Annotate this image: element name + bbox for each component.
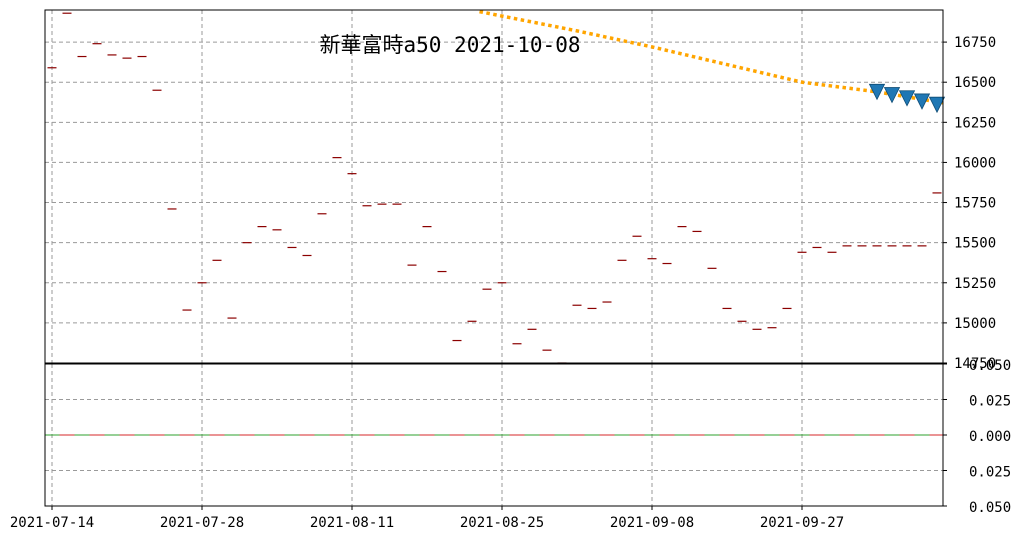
price-y-tick-label: 16000 <box>954 155 996 171</box>
price-y-tick-label: 14750 <box>954 356 996 372</box>
indicator-y-tick-label: 0.025 <box>969 394 1011 410</box>
candles <box>47 12 942 364</box>
price-panel-frame <box>44 9 944 364</box>
price-y-tick-label: 15750 <box>954 196 996 212</box>
x-tick-label: 2021-07-14 <box>10 515 94 531</box>
price-y-tick-label: 16500 <box>954 75 996 91</box>
price-y-tick-label: 16750 <box>954 35 996 51</box>
price-y-tick-label: 15000 <box>954 316 996 332</box>
indicator-y-tick-label: 0.025 <box>969 465 1011 481</box>
indicator-y-tick-label: 0.050 <box>969 500 1011 516</box>
x-tick-label: 2021-09-27 <box>760 515 844 531</box>
signal-marker <box>928 96 946 114</box>
price-y-tick-label: 15500 <box>954 236 996 252</box>
x-tick-label: 2021-09-08 <box>610 515 694 531</box>
x-tick-label: 2021-08-25 <box>460 515 544 531</box>
x-tick-label: 2021-08-11 <box>310 515 394 531</box>
signal-marker <box>913 93 931 110</box>
price-y-tick-label: 16250 <box>954 115 996 131</box>
signal-markers <box>868 83 946 114</box>
trend-line-path <box>479 9 945 105</box>
price-y-tick-label: 15250 <box>954 276 996 292</box>
x-tick-labels: 2021-07-14 2021-07-28 2021-08-11 2021-08-25… <box>10 506 844 531</box>
signal-marker <box>883 87 901 104</box>
price-grid <box>45 10 943 364</box>
indicator-y-tick-label: 0.000 <box>969 429 1011 445</box>
trend-line <box>479 9 945 105</box>
chart-title: 新華富時a50 2021-10-08 <box>319 33 580 57</box>
signal-marker <box>898 90 916 107</box>
y-tick-labels: 14750 15000 15250 15500 15750 16000 16250 16500… <box>943 35 1011 516</box>
x-tick-label: 2021-07-28 <box>160 515 244 531</box>
signal-marker <box>868 83 886 101</box>
indicator-y-tick-label: 0.050 <box>969 358 1011 374</box>
